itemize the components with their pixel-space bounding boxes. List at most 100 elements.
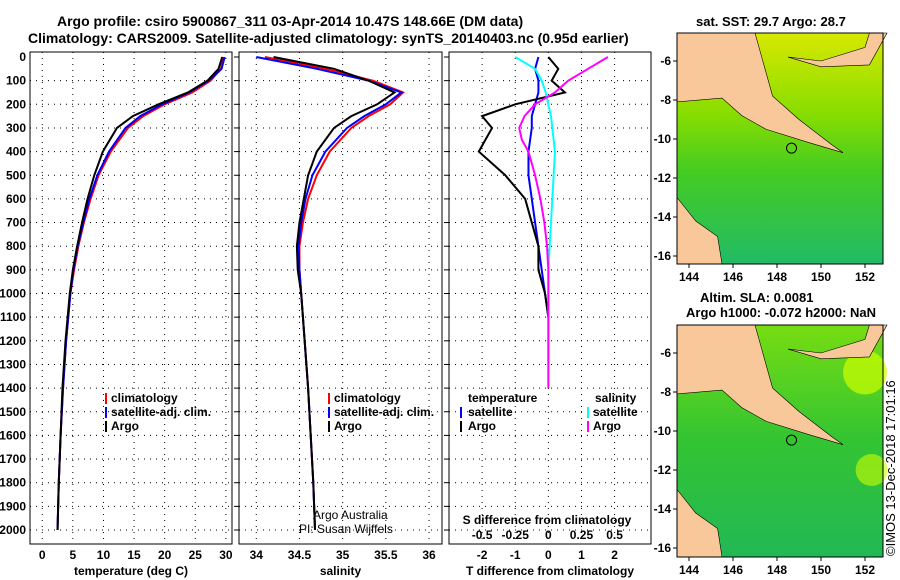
y-tick-label: 1900 — [0, 499, 26, 513]
y-tick-label: 1800 — [0, 476, 26, 490]
y-tick-label: 600 — [6, 192, 26, 206]
lon-tick-label: 146 — [723, 563, 743, 577]
lat-tick-label: -12 — [654, 171, 672, 185]
s-tick-label: -0.25 — [502, 528, 530, 542]
map-frame — [676, 324, 884, 558]
panel-3: -2 -1 0 1 2 T difference from climatology temp… — [444, 51, 652, 578]
legend-swatch — [587, 407, 589, 418]
legend-label: temperature — [468, 391, 538, 405]
series-line-argo — [273, 56, 397, 531]
x-axis-label: T difference from climatology — [466, 564, 634, 578]
series-line-s-argo — [518, 56, 609, 389]
legend-swatch — [328, 407, 330, 418]
x-tick-label: 2 — [611, 548, 618, 562]
x-tick-label: 35.5 — [374, 548, 398, 562]
y-tick-label: 0 — [19, 50, 26, 64]
x-tick-label: 36 — [422, 548, 436, 562]
panel-frame — [29, 51, 233, 545]
lon-tick-label: 146 — [723, 270, 743, 284]
x-tick-label: 15 — [127, 548, 141, 562]
panel-1: 0 5 10 15 20 25 30 temperature (deg C) 0 100 200 30… — [0, 50, 233, 578]
y-tick-label: 400 — [6, 145, 26, 159]
s-tick-label: 0.5 — [606, 528, 623, 542]
argo-float-marker — [786, 434, 798, 446]
legend-label: climatology — [334, 391, 401, 405]
y-tick-label: 1300 — [0, 357, 26, 371]
lon-tick-label: 148 — [767, 563, 787, 577]
x-tick-label: 1 — [578, 548, 585, 562]
timestamp-stamp: ©IMOS 13-Dec-2018 17:01:16 — [883, 380, 898, 556]
y-tick-label: 900 — [6, 263, 26, 277]
lat-tick-label: -12 — [654, 463, 672, 477]
x-axis-label: temperature (deg C) — [74, 564, 188, 578]
y-tick-label: 1400 — [0, 381, 26, 395]
s-tick-label: -0.5 — [472, 528, 493, 542]
legend-swatch — [460, 407, 462, 418]
map_sst-map: 144 146 148 150 152 -6 -8 -10 -12 -14 -16 — [654, 32, 888, 284]
x-tick-label: 25 — [189, 548, 203, 562]
panel-frame — [448, 51, 652, 545]
lon-tick-label: 150 — [811, 270, 831, 284]
x-tick-label: 34.5 — [288, 548, 312, 562]
y-tick-label: 700 — [6, 216, 26, 230]
series-line-argo — [56, 56, 224, 531]
x-tick-label: -1 — [510, 548, 521, 562]
y-tick-label: 1000 — [0, 287, 26, 301]
panel-2: 34 34.5 35 35.5 36 salinity climatologysatelli… — [234, 51, 443, 578]
s-tick-label: 0 — [545, 528, 552, 542]
x-tick-label: 30 — [219, 548, 233, 562]
y-tick-label: 1500 — [0, 405, 26, 419]
land-new-guinea — [676, 324, 844, 445]
x-tick-label: 20 — [158, 548, 172, 562]
legend-swatch — [587, 421, 589, 432]
legend-label: Argo — [468, 419, 496, 433]
map_sla-map: 144 146 148 150 152 -6 -8 -10 -12 -14 -16 — [654, 324, 888, 577]
pi-text: PI: Susan Wijffels — [299, 522, 393, 536]
y-tick-label: 2000 — [0, 523, 26, 537]
lon-tick-label: 148 — [767, 270, 787, 284]
y-tick-label: 300 — [6, 121, 26, 135]
series-line-satellite-adj-clim- — [56, 56, 226, 531]
sla-high — [843, 350, 887, 395]
lon-tick-label: 144 — [679, 563, 699, 577]
figure-title: Argo profile: csiro 5900867_311 03-Apr-2… — [57, 13, 524, 29]
legend-label: Argo — [593, 419, 621, 433]
legend-label: Argo — [111, 419, 139, 433]
y-tick-label: 100 — [6, 74, 26, 88]
lat-tick-label: -16 — [654, 249, 672, 263]
sst-map-title: sat. SST: 29.7 Argo: 28.7 — [696, 14, 846, 29]
series-line-satellite-adj-clim- — [256, 56, 404, 531]
series-line-t-satellite — [527, 56, 550, 318]
x-tick-label: 0 — [545, 548, 552, 562]
x-axis-label: salinity — [320, 564, 362, 578]
sla-map-title: Altim. SLA: 0.0081 — [700, 290, 814, 305]
lat-tick-label: -6 — [660, 54, 671, 68]
y-tick-label: 1200 — [0, 334, 26, 348]
lon-tick-label: 144 — [679, 270, 699, 284]
legend-swatch — [105, 393, 107, 404]
series-line-t-argo — [477, 56, 567, 318]
y-tick-label: 1600 — [0, 428, 26, 442]
y-tick-label: 800 — [6, 239, 26, 253]
argo-float-marker — [786, 142, 798, 154]
legend-swatch — [328, 421, 330, 432]
legend-swatch — [105, 407, 107, 418]
legend-swatch — [328, 393, 330, 404]
legend-label: satellite — [468, 405, 513, 419]
s-tick-label: 0.25 — [570, 528, 594, 542]
x-tick-label: 0 — [39, 548, 46, 562]
map-frame — [676, 32, 884, 265]
lat-tick-label: -10 — [654, 132, 672, 146]
legend-label: satellite-adj. clim. — [334, 405, 434, 419]
legend-label: satellite-adj. clim. — [111, 405, 211, 419]
lat-tick-label: -14 — [654, 502, 672, 516]
lat-tick-label: -8 — [660, 93, 671, 107]
x-tick-label: -2 — [477, 548, 488, 562]
legend-label: climatology — [111, 391, 178, 405]
legend-label: Argo — [334, 419, 362, 433]
lat-tick-label: -6 — [660, 346, 671, 360]
s-axis-label: S difference from climatology — [463, 513, 632, 527]
credit-text: Argo Australia — [313, 508, 388, 522]
